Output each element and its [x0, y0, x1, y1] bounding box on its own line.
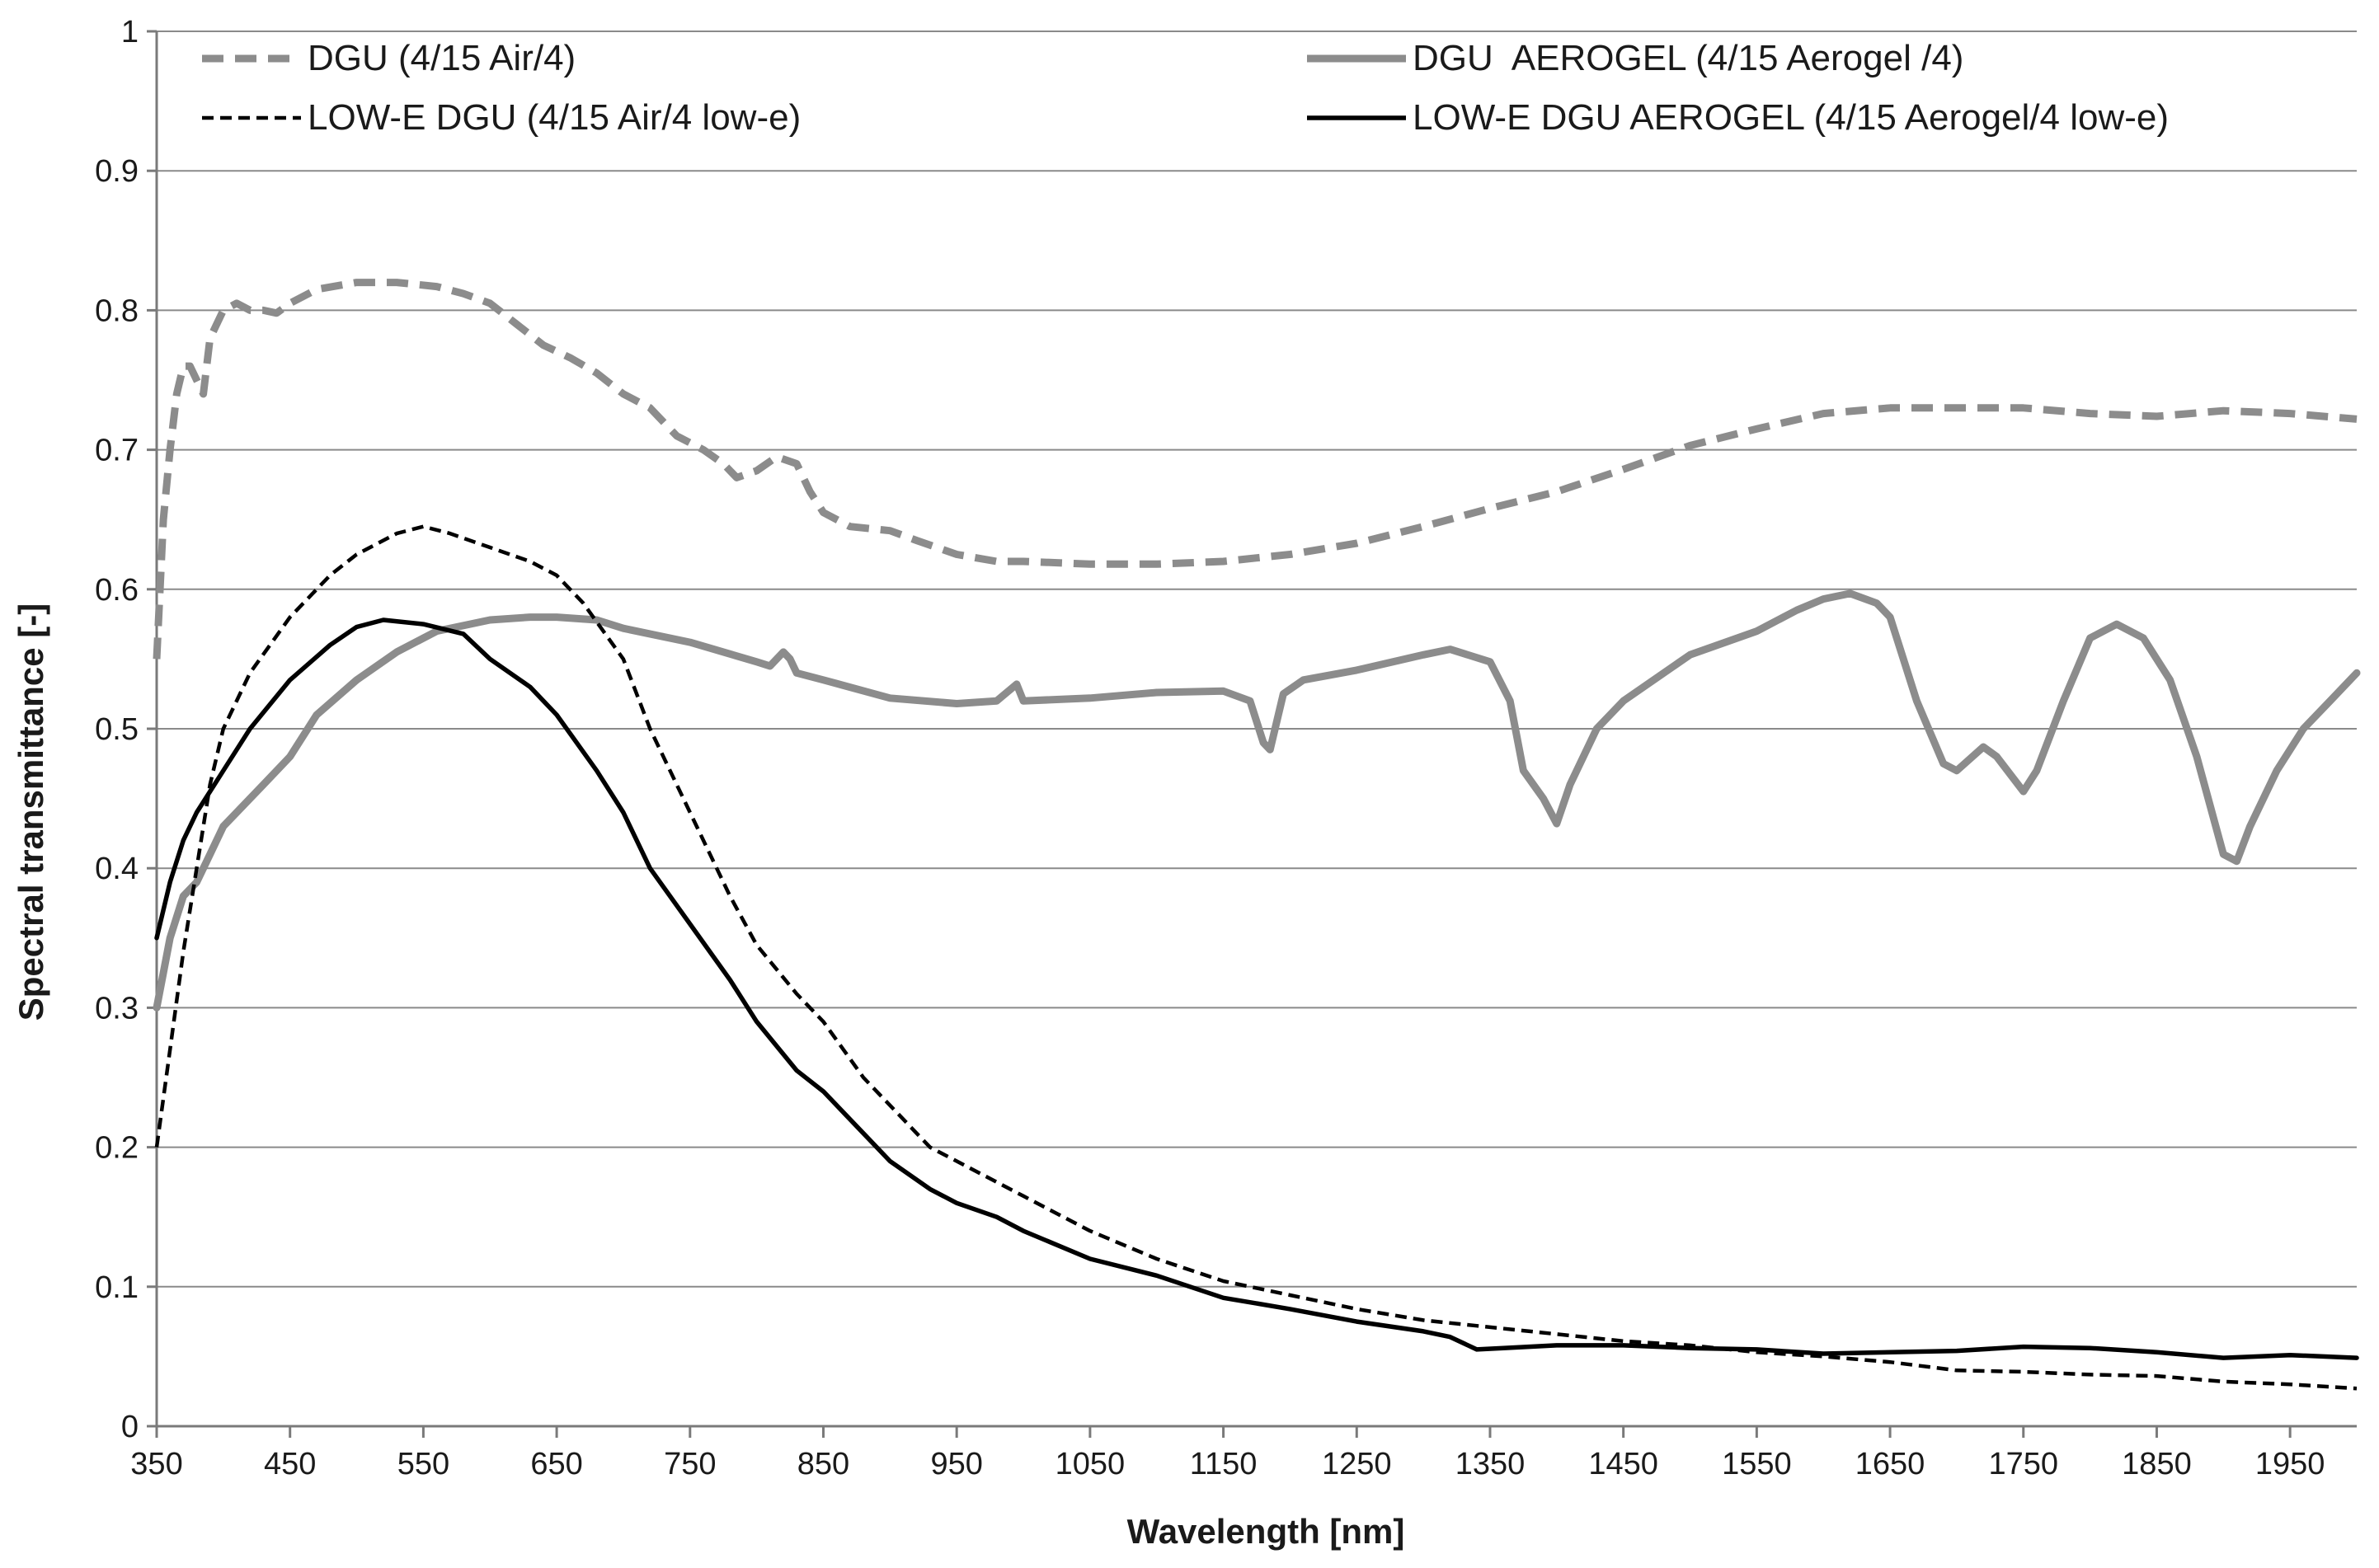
x-tick-label: 1450	[1588, 1447, 1658, 1481]
x-tick-label: 1350	[1455, 1447, 1526, 1481]
x-tick-label: 1250	[1322, 1447, 1392, 1481]
legend-label-2: DGU AEROGEL (4/15 Aerogel /4)	[1413, 38, 1963, 78]
x-axis-title: Wavelength [nm]	[1127, 1512, 1405, 1551]
x-tick-label: 650	[530, 1447, 582, 1481]
y-axis-title: Spectral transmittance [-]	[12, 603, 50, 1021]
x-tick-label: 350	[130, 1447, 182, 1481]
x-tick-label: 750	[664, 1447, 716, 1481]
y-tick-label: 1	[121, 15, 139, 49]
y-tick-label: 0	[121, 1410, 139, 1444]
legend-label-1: DGU (4/15 Air/4)	[308, 38, 576, 78]
series-line-1	[153, 279, 2358, 660]
legend: DGU (4/15 Air/4) DGU AEROGEL (4/15 Aeroge…	[202, 38, 2169, 138]
y-tick-label: 0.5	[95, 712, 139, 747]
x-tick-label: 1750	[1988, 1447, 2058, 1481]
axes	[147, 30, 2357, 1438]
y-tick-label: 0.8	[95, 293, 139, 328]
legend-label-3: LOW-E DGU (4/15 Air/4 low-e)	[308, 97, 801, 138]
series-layer	[153, 279, 2361, 1391]
x-tick-label: 1650	[1855, 1447, 1925, 1481]
series-line-2	[153, 589, 2361, 1012]
y-tick-label: 0.1	[95, 1270, 139, 1305]
x-tick-label: 450	[264, 1447, 316, 1481]
x-tick-label: 550	[397, 1447, 449, 1481]
y-tick-label: 0.3	[95, 991, 139, 1026]
y-tick-label: 0.6	[95, 573, 139, 608]
x-tick-label: 1050	[1056, 1447, 1126, 1481]
x-tick-label: 1950	[2255, 1447, 2325, 1481]
x-tick-label: 950	[930, 1447, 982, 1481]
y-tick-label: 0.9	[95, 154, 139, 189]
y-tick-label: 0.7	[95, 434, 139, 468]
y-tick-label: 0.4	[95, 852, 139, 886]
series-line-4	[154, 617, 2359, 1360]
legend-label-4: LOW-E DGU AEROGEL (4/15 Aerogel/4 low-e)	[1413, 97, 2169, 138]
x-tick-label: 1150	[1190, 1447, 1258, 1481]
y-tick-label: 0.2	[95, 1131, 139, 1166]
x-tick-label: 850	[797, 1447, 849, 1481]
x-tick-label: 1550	[1722, 1447, 1792, 1481]
x-tick-label: 1850	[2122, 1447, 2192, 1481]
series-line-3	[154, 524, 2358, 1391]
